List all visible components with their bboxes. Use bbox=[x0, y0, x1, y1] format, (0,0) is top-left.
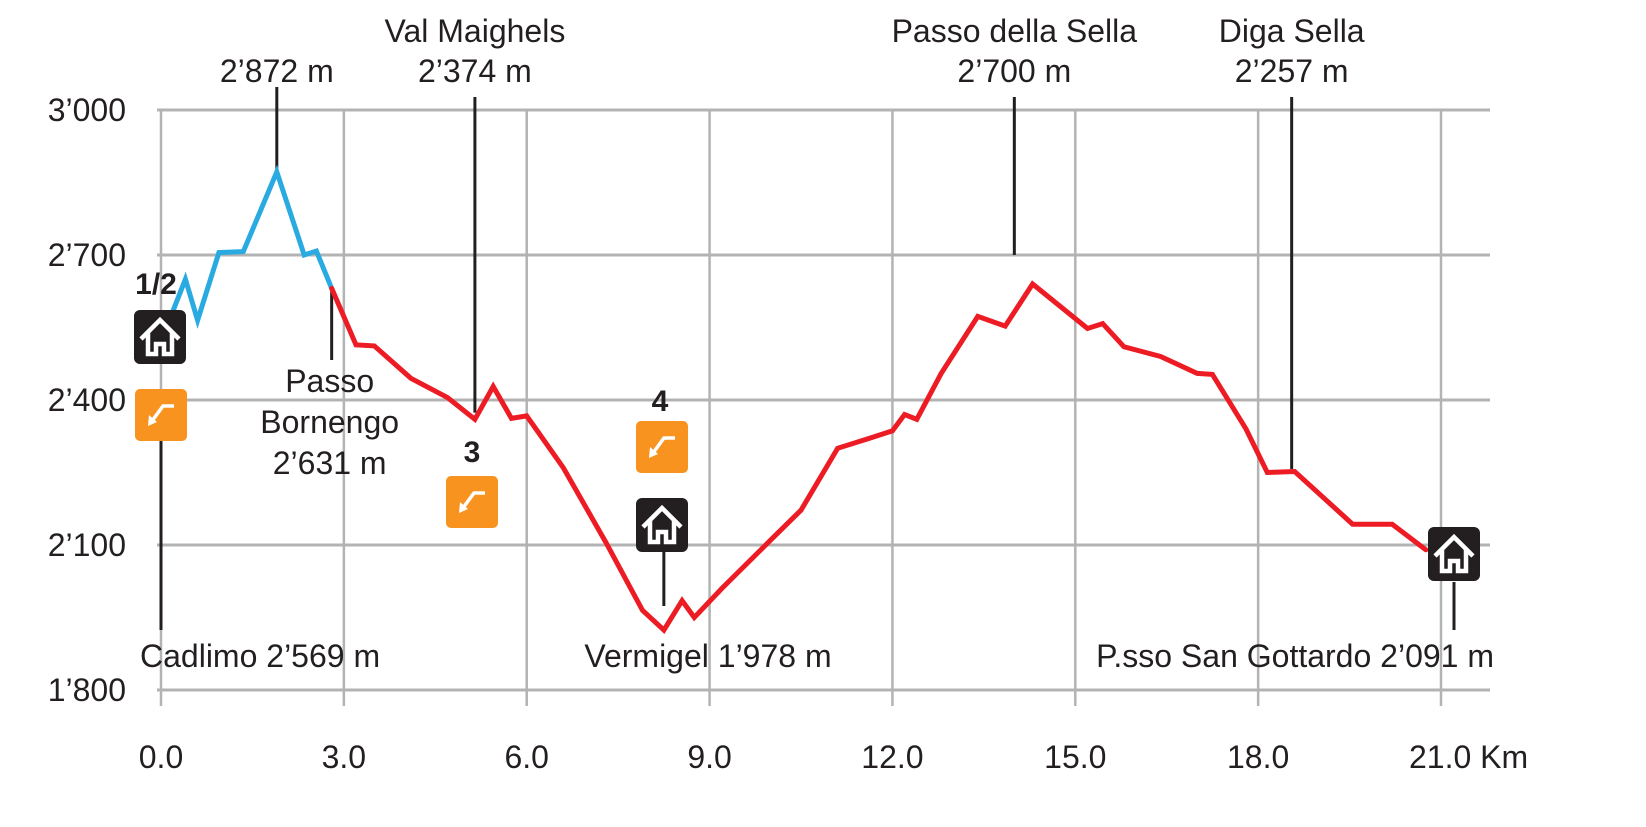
house-icon bbox=[636, 498, 688, 552]
house-icon-shape bbox=[139, 316, 181, 357]
descent-icon-line bbox=[461, 491, 485, 510]
x-axis-ticks: 0.0 3.0 6.0 9.0 12.0 15.0 18.0 21.0 Km bbox=[139, 739, 1528, 775]
y-tick-label: 2’400 bbox=[48, 382, 126, 418]
x-tick-label: 21.0 Km bbox=[1409, 739, 1528, 775]
passo-della-sella-label: Passo della Sella bbox=[892, 13, 1138, 49]
house-icon bbox=[1428, 527, 1480, 581]
stage-label: 4 bbox=[652, 385, 669, 418]
peak-elevation-label: 2’872 m bbox=[220, 53, 334, 89]
descent-arrow-icon bbox=[446, 476, 498, 528]
x-tick-label: 3.0 bbox=[322, 739, 366, 775]
cadlimo-label: Cadlimo 2’569 m bbox=[140, 638, 380, 674]
stage-label: 1/2 bbox=[135, 268, 177, 301]
annotation-labels: 2’872 m Val Maighels 2’374 m Passo della Se… bbox=[135, 13, 1494, 674]
elevation-series-line bbox=[167, 164, 335, 329]
passo-della-sella-label: 2’700 m bbox=[957, 53, 1071, 89]
annotation-markers bbox=[159, 87, 1456, 630]
descent-icon-bg bbox=[636, 421, 688, 473]
descent-arrow-icon bbox=[135, 389, 187, 441]
vermigel-label: Vermigel 1’978 m bbox=[584, 638, 831, 674]
elevation-series-line bbox=[329, 280, 1429, 634]
diga-sella-label: Diga Sella bbox=[1219, 13, 1365, 49]
x-tick-label: 12.0 bbox=[861, 739, 923, 775]
san-gottardo-label: P.sso San Gottardo 2’091 m bbox=[1096, 638, 1494, 674]
descent-icon-bg bbox=[135, 389, 187, 441]
passo-bornengo-label: Bornengo bbox=[260, 404, 399, 440]
descent-icon-arrowhead bbox=[649, 447, 658, 458]
y-tick-label: 1’800 bbox=[48, 672, 126, 708]
val-maighels-label: 2’374 m bbox=[418, 53, 532, 89]
y-axis-ticks: 1’800 2’100 2’400 2’700 3’000 bbox=[48, 92, 126, 708]
house-icon-shape bbox=[1433, 533, 1475, 574]
passo-bornengo-label: 2’631 m bbox=[273, 445, 387, 481]
stage-label: 3 bbox=[464, 436, 481, 469]
descent-icon-arrowhead bbox=[148, 415, 157, 426]
x-tick-label: 15.0 bbox=[1044, 739, 1106, 775]
descent-icon-line bbox=[150, 404, 174, 423]
hut-icons bbox=[134, 310, 1480, 581]
passo-bornengo-label: Passo bbox=[285, 363, 374, 399]
descent-icon-line bbox=[651, 436, 675, 455]
y-tick-label: 3’000 bbox=[48, 92, 126, 128]
house-icon-shape bbox=[641, 504, 683, 545]
x-tick-label: 18.0 bbox=[1227, 739, 1289, 775]
x-tick-label: 0.0 bbox=[139, 739, 183, 775]
house-icon bbox=[134, 310, 186, 364]
descent-arrow-icon bbox=[636, 421, 688, 473]
y-tick-label: 2’700 bbox=[48, 237, 126, 273]
y-tick-label: 2’100 bbox=[48, 527, 126, 563]
profile-lines bbox=[167, 164, 1429, 634]
diga-sella-label: 2’257 m bbox=[1235, 53, 1349, 89]
descent-icon-bg bbox=[446, 476, 498, 528]
descent-icon-arrowhead bbox=[459, 502, 468, 513]
x-tick-label: 9.0 bbox=[687, 739, 731, 775]
x-tick-label: 6.0 bbox=[504, 739, 548, 775]
val-maighels-label: Val Maighels bbox=[384, 13, 565, 49]
